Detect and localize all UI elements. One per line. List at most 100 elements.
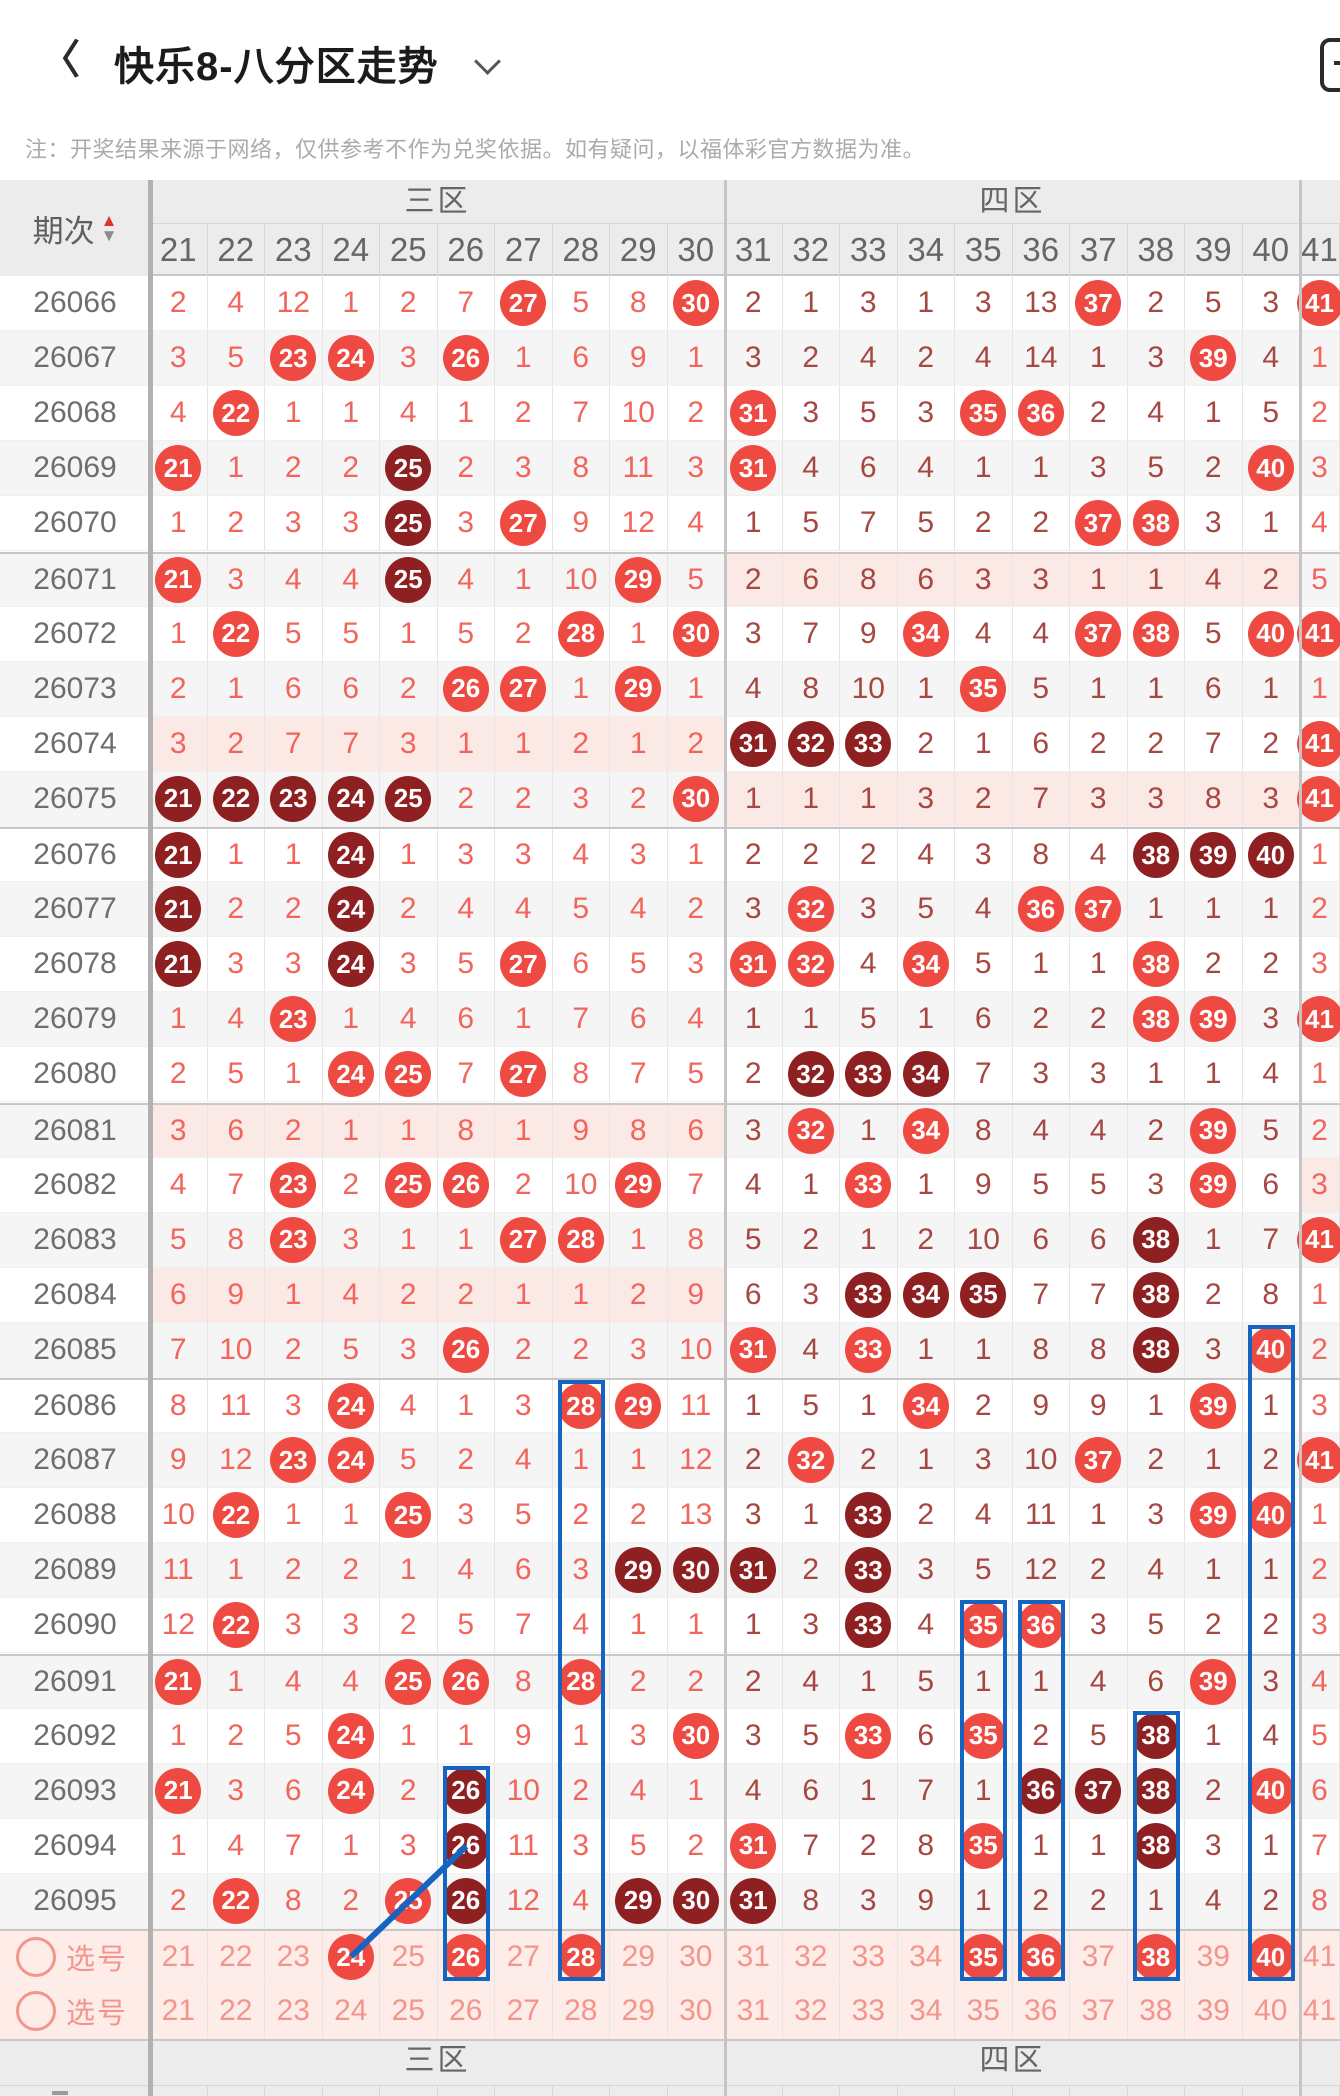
cell-39[interactable]: 39 — [1185, 1984, 1243, 2039]
cell-27[interactable]: 27 — [495, 1931, 553, 1984]
cell-38[interactable]: 38 — [1128, 1984, 1185, 2039]
cell-39[interactable]: 39 — [1185, 1931, 1243, 1984]
drawn-ball[interactable]: 24 — [327, 1934, 374, 1981]
cell-41[interactable]: 41 — [1300, 1931, 1340, 1984]
pick-number[interactable]: 37 — [1081, 1940, 1115, 1974]
cell-34[interactable]: 34 — [898, 1984, 955, 2039]
cell-23: 4 — [265, 553, 323, 606]
pick-number[interactable]: 22 — [219, 1994, 253, 2028]
cell-28[interactable]: 28 — [553, 1984, 610, 2039]
pick-number[interactable]: 31 — [736, 1940, 770, 1974]
pick-number[interactable]: 30 — [679, 1940, 713, 1974]
pick-number[interactable]: 25 — [391, 1994, 425, 2028]
period-header[interactable]: 期次 ▲ ▼ — [0, 180, 150, 276]
pick-number[interactable]: 32 — [794, 1940, 828, 1974]
pick-number[interactable]: 39 — [1196, 1994, 1230, 2028]
pick-number[interactable]: 31 — [736, 1994, 770, 2028]
cell-35[interactable]: 35 — [955, 1931, 1013, 1984]
cell-38[interactable]: 38 — [1128, 1931, 1185, 1984]
pick-number[interactable]: 21 — [161, 1994, 195, 2028]
pick-number[interactable]: 41 — [1302, 1940, 1337, 1974]
period-cell[interactable]: 选号 — [0, 1931, 150, 1983]
cell-36[interactable]: 36 — [1013, 1984, 1070, 2039]
cell-23[interactable]: 23 — [265, 1931, 323, 1984]
cell-33[interactable]: 33 — [840, 1931, 898, 1984]
drawn-ball: 24 — [327, 1051, 374, 1098]
cell-40[interactable]: 40 — [1243, 1931, 1300, 1984]
cell-21[interactable]: 21 — [150, 1984, 208, 2039]
pick-number[interactable]: 24 — [334, 1994, 368, 2028]
cell-33[interactable]: 33 — [840, 1984, 898, 2039]
pick-circle-icon[interactable] — [16, 1937, 56, 1978]
pick-number[interactable]: 27 — [506, 1994, 540, 2028]
pick-number[interactable]: 26 — [449, 1994, 483, 2028]
pick-number[interactable]: 30 — [679, 1994, 713, 2028]
cell-22[interactable]: 22 — [208, 1984, 265, 2039]
cell-28[interactable]: 28 — [553, 1931, 610, 1984]
pick-number[interactable]: 36 — [1024, 1994, 1058, 2028]
pick-number[interactable]: 39 — [1196, 1940, 1230, 1974]
pick-number[interactable]: 34 — [909, 1994, 943, 2028]
cell-30[interactable]: 30 — [668, 1931, 725, 1984]
toolbar-icon[interactable] — [1320, 38, 1340, 92]
cell-24[interactable]: 24 — [323, 1984, 380, 2039]
cell-21[interactable]: 21 — [150, 1931, 208, 1984]
cell-35[interactable]: 35 — [955, 1984, 1013, 2039]
drawn-ball[interactable]: 36 — [1017, 1934, 1064, 1981]
cell-34[interactable]: 34 — [898, 1931, 955, 1984]
pick-number[interactable]: 33 — [851, 1940, 885, 1974]
cell-32[interactable]: 32 — [783, 1984, 840, 2039]
drawn-ball[interactable]: 35 — [960, 1934, 1007, 1981]
drawn-ball-repeat: 21 — [155, 775, 202, 822]
period-cell[interactable]: 选号 — [0, 1984, 150, 2038]
pick-number[interactable]: 23 — [276, 1940, 310, 1974]
pick-number[interactable]: 21 — [161, 1940, 195, 1974]
cell-23[interactable]: 23 — [265, 1984, 323, 2039]
cell-31[interactable]: 31 — [725, 1984, 783, 2039]
cell-24[interactable]: 24 — [323, 1931, 380, 1984]
back-icon[interactable]: 〈 — [40, 38, 80, 82]
cell-31[interactable]: 31 — [725, 1931, 783, 1984]
drawn-ball: 24 — [327, 1437, 374, 1484]
sort-desc-icon[interactable]: ▼ — [100, 226, 118, 245]
pick-number[interactable]: 35 — [966, 1994, 1000, 2028]
pick-number[interactable]: 22 — [219, 1940, 253, 1974]
pick-number[interactable]: 37 — [1081, 1994, 1115, 2028]
cell-25[interactable]: 25 — [380, 1984, 438, 2039]
pick-number[interactable]: 40 — [1254, 1994, 1288, 2028]
cell-29[interactable]: 29 — [610, 1984, 668, 2039]
cell-36[interactable]: 36 — [1013, 1931, 1070, 1984]
pick-number[interactable]: 27 — [506, 1940, 540, 1974]
pick-number[interactable]: 32 — [794, 1994, 828, 2028]
cell-32[interactable]: 32 — [783, 1931, 840, 1984]
cell-37[interactable]: 37 — [1070, 1984, 1128, 2039]
pick-number[interactable]: 38 — [1139, 1994, 1173, 2028]
pick-circle-icon[interactable] — [16, 1991, 56, 2032]
pick-number[interactable]: 28 — [564, 1994, 598, 2028]
sort-control[interactable]: ▲ ▼ — [100, 211, 118, 245]
cell-26[interactable]: 26 — [438, 1984, 495, 2039]
cell-33: 2 — [840, 829, 898, 882]
cell-40[interactable]: 40 — [1243, 1984, 1300, 2039]
chevron-down-icon[interactable] — [474, 48, 501, 75]
cell-30[interactable]: 30 — [668, 1984, 725, 2039]
pick-number[interactable]: 34 — [909, 1940, 943, 1974]
cell-22[interactable]: 22 — [208, 1931, 265, 1984]
sort-asc-icon[interactable]: ▲ — [100, 211, 118, 230]
cell-29[interactable]: 29 — [610, 1931, 668, 1984]
cell-27[interactable]: 27 — [495, 1984, 553, 2039]
pick-number[interactable]: 33 — [851, 1994, 885, 2028]
cell-41[interactable]: 41 — [1300, 1984, 1340, 2039]
cell-37[interactable]: 37 — [1070, 1931, 1128, 1984]
pick-number[interactable]: 29 — [621, 1940, 655, 1974]
cell-24: 3 — [323, 1212, 380, 1267]
cell-41: 3 — [1300, 1157, 1340, 1212]
pick-number[interactable]: 41 — [1302, 1994, 1337, 2028]
pick-number[interactable]: 23 — [276, 1994, 310, 2028]
pick-number[interactable]: 25 — [391, 1940, 425, 1974]
cell-25[interactable]: 25 — [380, 1931, 438, 1984]
drawn-ball[interactable]: 40 — [1247, 1934, 1294, 1981]
pick-number[interactable]: 29 — [621, 1994, 655, 2028]
drawn-ball[interactable]: 28 — [557, 1934, 604, 1981]
drawn-ball[interactable]: 38 — [1132, 1934, 1179, 1981]
